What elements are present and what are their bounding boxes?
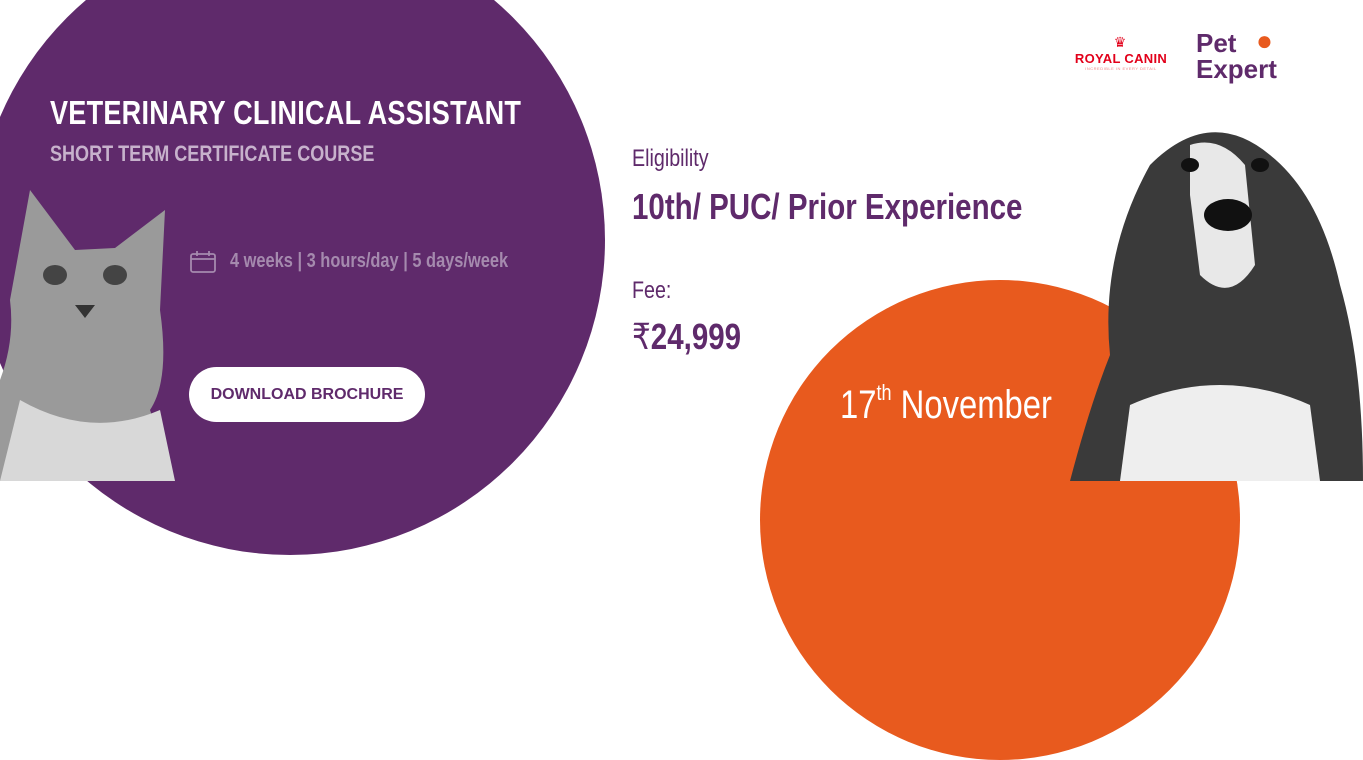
date-month: November	[900, 383, 1052, 427]
download-brochure-button[interactable]: DOWNLOAD BROCHURE	[189, 367, 425, 422]
currency-symbol: ₹	[632, 316, 651, 357]
dog-photo	[1070, 132, 1363, 481]
fee-value: ₹24,999	[632, 316, 741, 358]
course-subtitle: SHORT TERM CERTIFICATE COURSE	[50, 141, 375, 166]
date-day: 17	[840, 383, 877, 427]
calendar-icon	[190, 250, 216, 273]
pet-expert-dog-icon: ●	[1256, 25, 1273, 56]
royal-canin-logo: ♛ ROYAL CANIN INCREDIBLE IN EVERY DETAIL	[1066, 34, 1176, 71]
eligibility-value: 10th/ PUC/ Prior Experience	[632, 186, 1023, 227]
cat-photo	[0, 190, 175, 481]
date-suffix: th	[876, 380, 892, 405]
pet-expert-logo: Pet Expert ●	[1196, 25, 1277, 84]
schedule-text: 4 weeks | 3 hours/day | 5 days/week	[230, 250, 509, 272]
course-date: 17th November	[840, 380, 1052, 428]
fee-amount: 24,999	[650, 316, 742, 357]
eligibility-label: Eligibility	[632, 145, 709, 172]
course-schedule: 4 weeks | 3 hours/day | 5 days/week	[190, 250, 569, 273]
course-title: VETERINARY CLINICAL ASSISTANT	[50, 94, 522, 131]
fee-label: Fee:	[632, 277, 672, 304]
crown-icon: ♛	[1113, 34, 1129, 50]
